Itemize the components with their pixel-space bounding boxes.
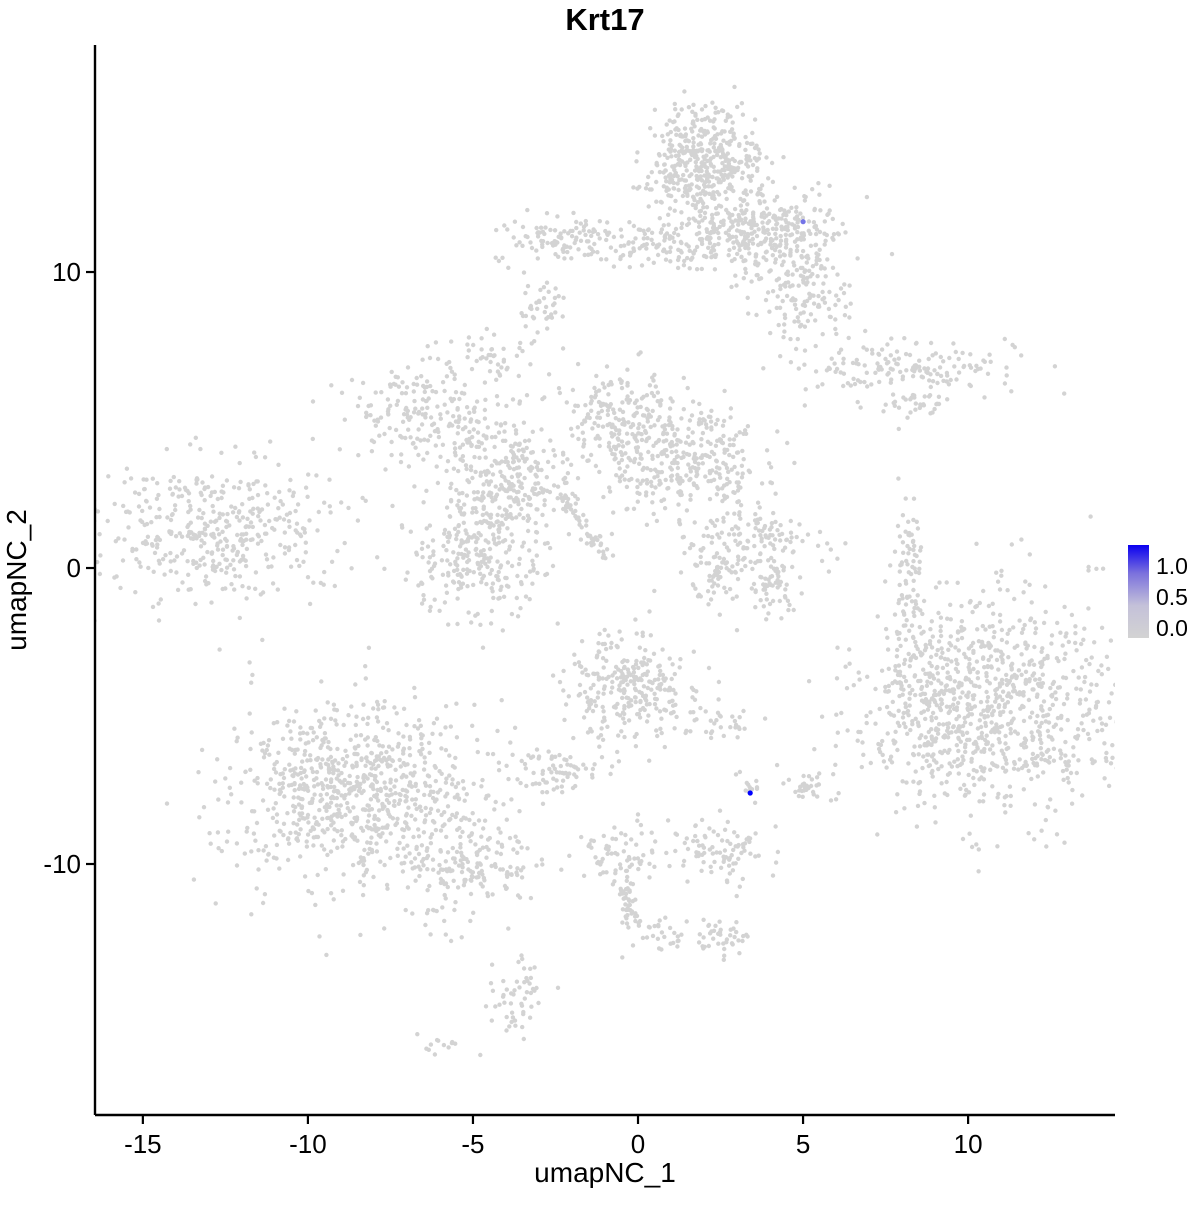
- axes: -15 -10 -5 0 5 10 -10 0 10: [43, 45, 1115, 1159]
- y-tick-label: -10: [43, 849, 81, 879]
- legend-labels: 1.0 0.5 0.0: [1156, 553, 1188, 641]
- legend-tick-label: 0.0: [1156, 615, 1188, 641]
- legend: 1.0 0.5 0.0: [1128, 545, 1188, 641]
- y-tick-label: 10: [52, 257, 81, 287]
- x-tick-label: -10: [289, 1129, 327, 1159]
- expressing-cell-point: [747, 790, 753, 796]
- x-axis-title: umapNC_1: [534, 1157, 676, 1188]
- x-tick-label: 5: [796, 1129, 810, 1159]
- legend-tick-label: 1.0: [1156, 553, 1188, 579]
- legend-tick-label: 0.5: [1156, 584, 1188, 610]
- y-ticks: -10 0 10: [43, 257, 95, 879]
- points-path: [95, 84, 1115, 1058]
- x-tick-label: -5: [461, 1129, 484, 1159]
- expressing-cell-point: [800, 219, 806, 225]
- x-tick-label: 0: [631, 1129, 645, 1159]
- chart-title: Krt17: [565, 2, 644, 37]
- points-layer: [95, 84, 1115, 1058]
- x-tick-label: -15: [124, 1129, 162, 1159]
- expressing-cells-layer: [747, 219, 806, 796]
- y-axis-title: umapNC_2: [1, 509, 32, 651]
- legend-gradient-bar: [1128, 545, 1149, 638]
- y-tick-label: 0: [67, 553, 81, 583]
- x-tick-label: 10: [954, 1129, 983, 1159]
- x-ticks: -15 -10 -5 0 5 10: [124, 1115, 983, 1159]
